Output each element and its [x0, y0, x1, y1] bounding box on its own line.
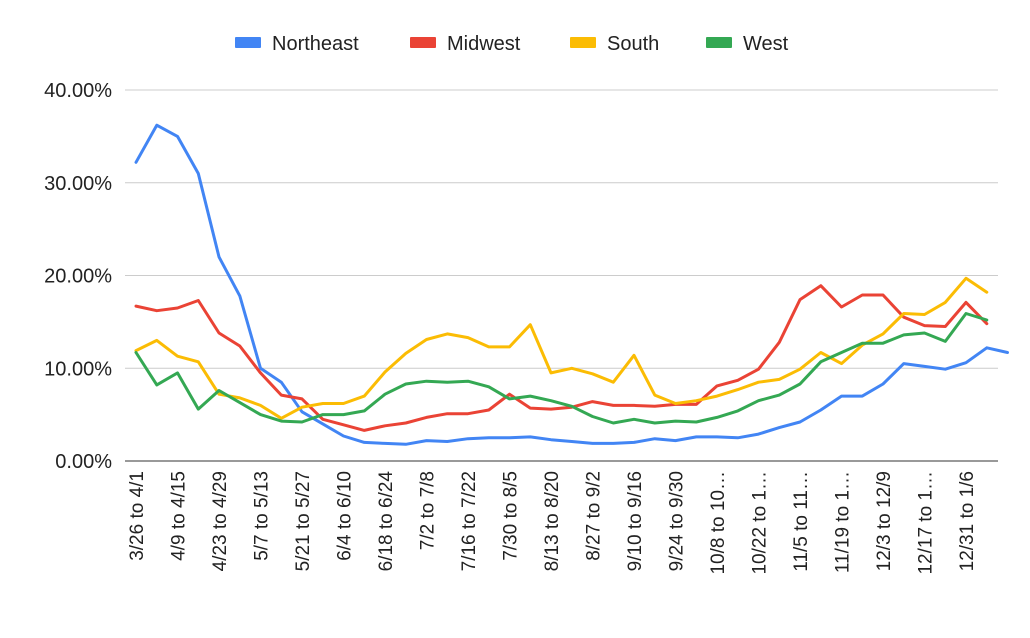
x-tick-label: 10/22 to 1… [750, 471, 771, 575]
x-tick-label: 4/9 to 4/15 [169, 471, 190, 561]
x-tick-label: 11/19 to 1… [833, 471, 854, 573]
gridlines [125, 89, 998, 369]
y-tick-label: 20.00% [44, 266, 112, 288]
legend-swatch-northeast [235, 37, 261, 48]
series-lines [134, 123, 1009, 446]
x-tick-label: 7/30 to 8/5 [501, 471, 522, 561]
x-tick-label: 8/27 to 9/2 [584, 471, 605, 561]
legend-label-northeast: Northeast [272, 33, 359, 55]
series-line-south [134, 276, 989, 420]
legend: Northeast Midwest South West [235, 33, 789, 55]
x-tick-label: 11/5 to 11… [791, 471, 812, 572]
x-tick-label: 5/21 to 5/27 [293, 471, 314, 571]
legend-label-south: South [607, 33, 659, 55]
legend-swatch-west [706, 37, 732, 48]
legend-label-west: West [743, 33, 789, 55]
y-axis-ticks: 0.00% 10.00% 20.00% 30.00% 40.00% [44, 80, 112, 473]
x-tick-label: 12/17 to 1… [916, 471, 937, 575]
x-tick-label: 7/2 to 7/8 [418, 471, 439, 550]
x-tick-label: 8/13 to 8/20 [542, 471, 563, 571]
series-line-northeast [134, 123, 1009, 446]
x-tick-label: 10/8 to 10… [708, 471, 729, 575]
x-tick-label: 4/23 to 4/29 [210, 471, 231, 571]
legend-swatch-south [570, 37, 596, 48]
x-tick-label: 9/24 to 9/30 [667, 471, 688, 571]
y-tick-label: 0.00% [55, 451, 112, 473]
x-tick-label: 12/31 to 1/6 [957, 471, 978, 571]
series-line-west [134, 312, 989, 425]
legend-swatch-midwest [410, 37, 436, 48]
x-tick-label: 6/18 to 6/24 [376, 471, 397, 572]
x-tick-label: 6/4 to 6/10 [335, 471, 356, 561]
y-tick-label: 40.00% [44, 80, 112, 102]
x-tick-label: 9/10 to 9/16 [625, 471, 646, 571]
y-tick-label: 30.00% [44, 173, 112, 195]
x-tick-label: 12/3 to 12/9 [874, 471, 895, 571]
y-tick-label: 10.00% [44, 358, 112, 380]
x-tick-label: 3/26 to 4/1 [127, 471, 148, 561]
x-tick-label: 5/7 to 5/13 [252, 471, 273, 561]
x-tick-label: 7/16 to 7/22 [459, 471, 480, 571]
x-axis-ticks: 3/26 to 4/1 4/9 to 4/15 4/23 to 4/29 5/7 to… [127, 471, 978, 575]
legend-label-midwest: Midwest [447, 33, 521, 55]
series-line-midwest [134, 284, 989, 432]
